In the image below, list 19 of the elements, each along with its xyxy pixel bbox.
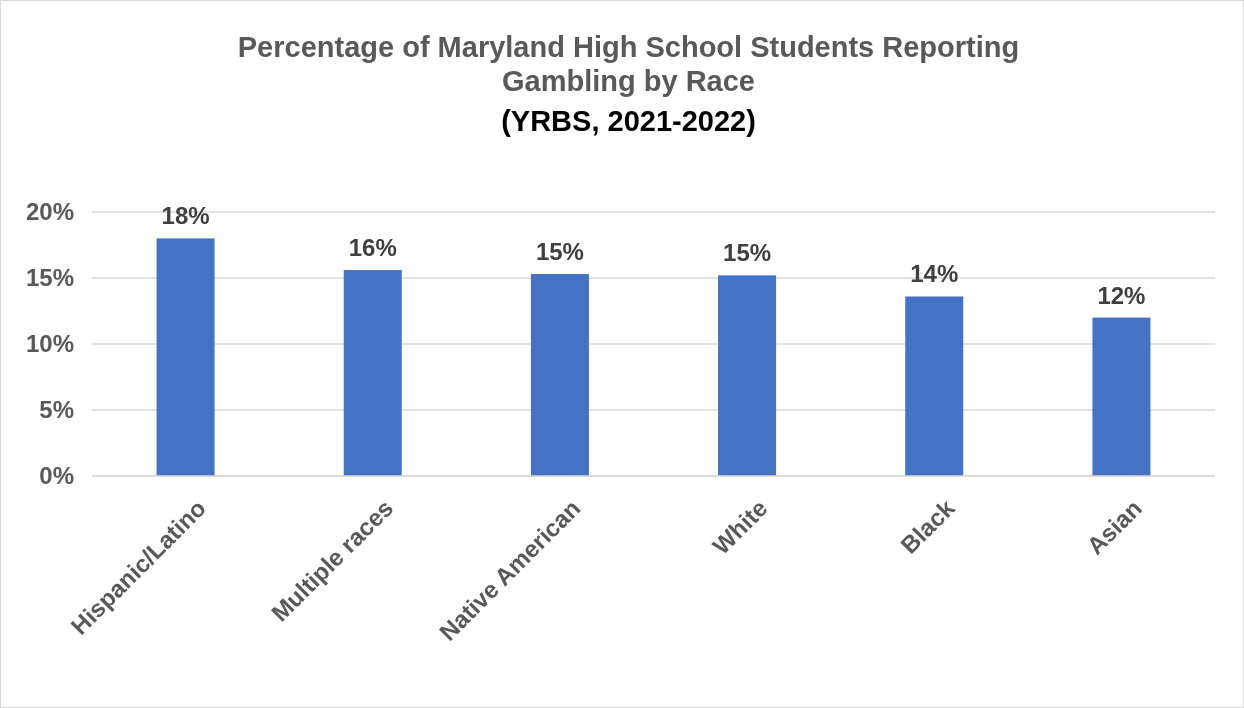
bar (530, 274, 589, 476)
y-tick-label: 0% (39, 462, 74, 490)
data-label: 14% (910, 260, 959, 288)
y-tick-label: 10% (25, 330, 74, 358)
bar (1092, 317, 1151, 476)
data-label: 15% (723, 239, 772, 267)
bar (905, 296, 964, 476)
chart-subtitle: (YRBS, 2021-2022) (501, 105, 756, 137)
data-label: 12% (1097, 281, 1146, 309)
data-label: 18% (161, 202, 210, 230)
bar (718, 275, 777, 476)
chart-title: Percentage of Maryland High School Students Reporting Gambling by Race (237, 31, 1020, 97)
y-tick-label: 15% (25, 264, 74, 292)
y-tick-label: 20% (25, 198, 74, 226)
bar (156, 238, 215, 476)
y-tick-label: 5% (39, 396, 74, 424)
bar (343, 270, 402, 476)
data-label: 16% (348, 234, 397, 262)
data-label: 15% (535, 238, 584, 266)
